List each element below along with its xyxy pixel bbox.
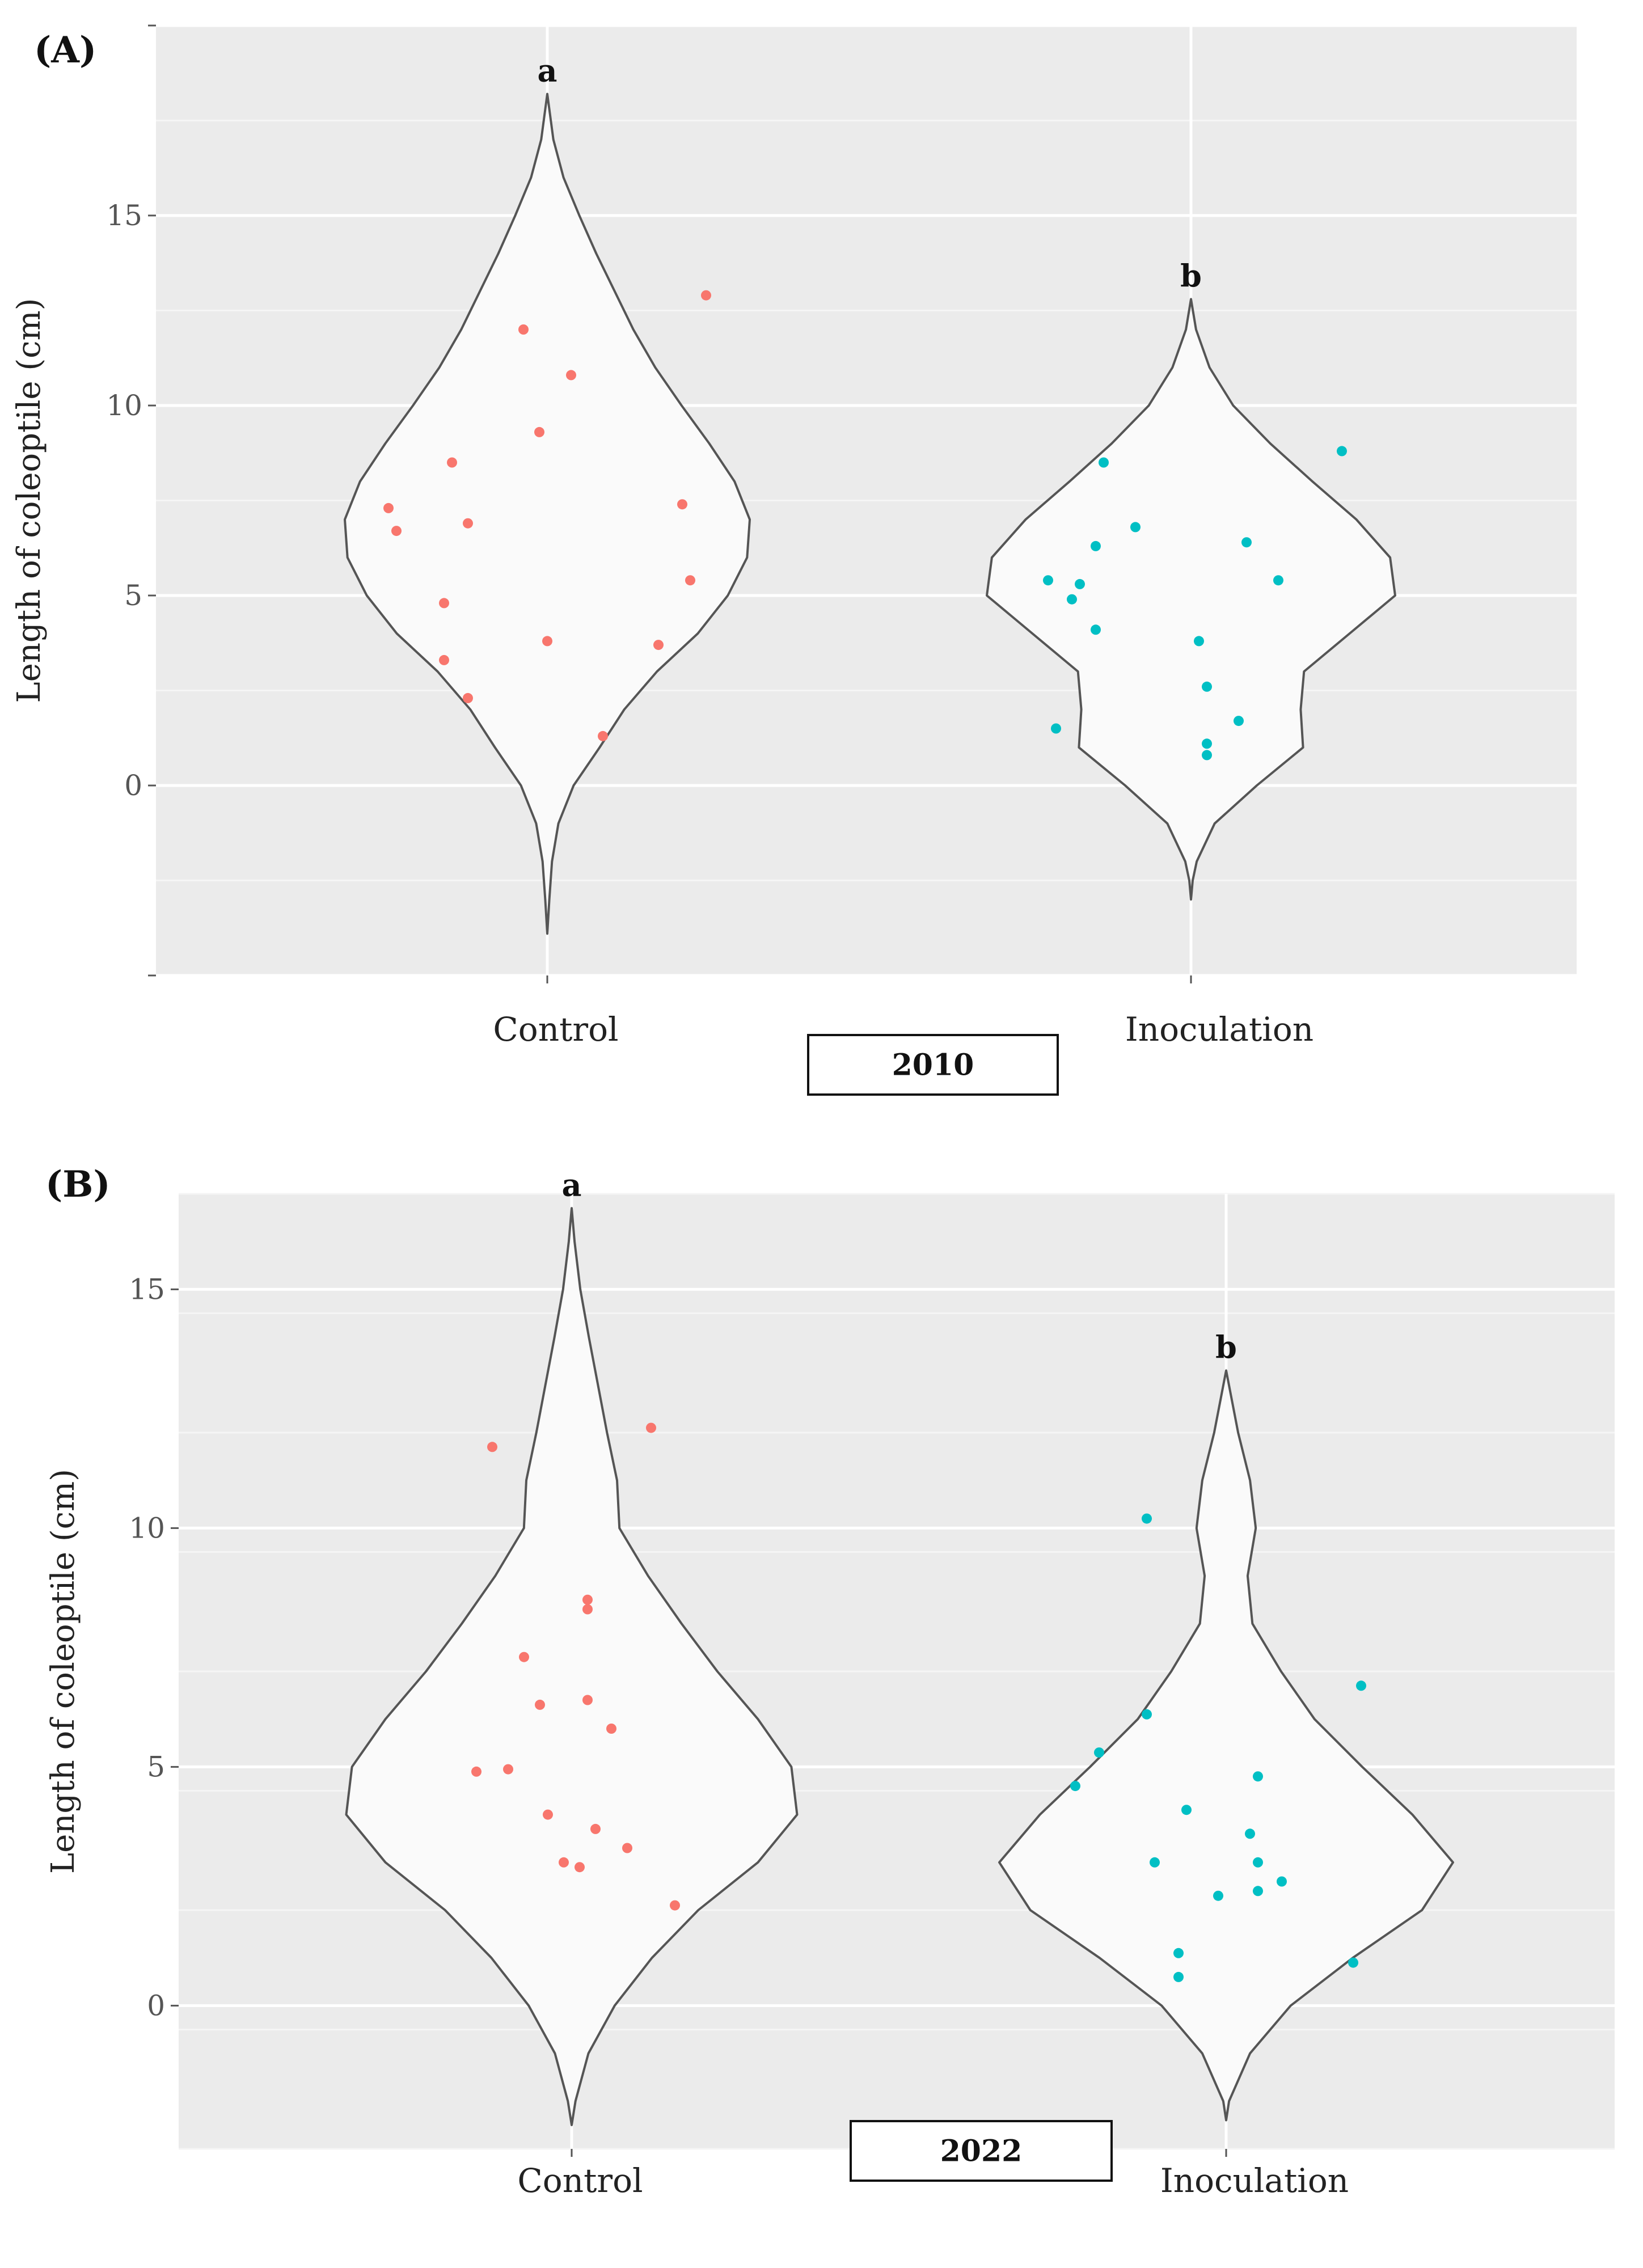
data-point-control: [559, 1857, 569, 1868]
data-point-inoculation: [1241, 537, 1252, 548]
data-point-control: [566, 370, 576, 381]
data-point-control: [542, 636, 552, 647]
panel-a: 0 5 10 15 Length of coleoptile (cm) a Control b…: [11, 24, 1577, 1096]
data-point-inoculation: [1091, 624, 1101, 635]
data-point-inoculation: [1051, 723, 1061, 734]
data-point-inoculation: [1356, 1680, 1366, 1691]
year-box-border: [850, 2120, 1113, 2182]
y-tick-label: 15: [129, 1273, 165, 1306]
data-point-control: [534, 426, 544, 437]
data-point-control: [447, 457, 457, 468]
y-tick-label: 5: [124, 579, 142, 612]
data-point-control: [701, 290, 711, 301]
data-point-inoculation: [1173, 1971, 1184, 1982]
data-point-inoculation: [1277, 1876, 1287, 1887]
data-point-control: [622, 1843, 632, 1853]
data-point-control: [646, 1422, 656, 1433]
x-tick-label: Control: [517, 2161, 643, 2200]
data-point-inoculation: [1142, 1709, 1152, 1720]
y-tick-label: 0: [124, 769, 142, 802]
data-point-inoculation: [1234, 716, 1244, 727]
y-axis-label: Length of coleoptile (cm): [11, 298, 48, 703]
x-tick-label: Control: [493, 1010, 618, 1049]
data-point-inoculation: [1253, 1771, 1263, 1782]
data-point-control: [519, 1652, 529, 1662]
data-point-control: [575, 1862, 585, 1873]
data-point-inoculation: [1070, 1781, 1080, 1792]
data-point-inoculation: [1094, 1747, 1104, 1758]
y-tick-label: 10: [129, 1511, 165, 1544]
data-point-control: [518, 324, 529, 335]
data-point-inoculation: [1253, 1886, 1263, 1897]
data-point-inoculation: [1099, 457, 1109, 468]
year-box: 2022: [850, 2120, 1113, 2182]
significance-letter: b: [1215, 1329, 1237, 1366]
data-point-control: [471, 1766, 482, 1777]
data-point-control: [503, 1764, 513, 1775]
significance-letter: a: [562, 1167, 582, 1203]
y-tick-label: 5: [147, 1750, 165, 1783]
data-point-inoculation: [1091, 540, 1101, 551]
y-tick-label: 15: [106, 199, 142, 232]
x-tick-label: Inoculation: [1125, 1010, 1313, 1049]
data-point-inoculation: [1194, 636, 1204, 647]
violin-control: [344, 92, 751, 935]
data-point-control: [535, 1699, 545, 1710]
violin-control: [345, 1207, 799, 2126]
data-point-inoculation: [1337, 446, 1347, 457]
data-point-inoculation: [1150, 1857, 1160, 1868]
data-point-inoculation: [1348, 1957, 1358, 1968]
data-point-control: [487, 1442, 497, 1452]
data-point-control: [606, 1724, 616, 1734]
data-point-control: [463, 692, 473, 703]
violin-inoculation: [986, 298, 1396, 901]
year-box: 2010: [807, 1034, 1059, 1096]
significance-letter: b: [1180, 257, 1202, 294]
data-point-control: [439, 598, 449, 609]
violin-inoculation: [998, 1369, 1454, 2122]
data-point-control: [582, 1594, 593, 1605]
data-point-inoculation: [1173, 1948, 1184, 1958]
data-point-inoculation: [1130, 522, 1141, 533]
significance-letter: a: [538, 53, 557, 89]
data-point-control: [677, 499, 687, 510]
data-point-inoculation: [1075, 578, 1085, 589]
year-box-border: [807, 1034, 1059, 1096]
data-point-inoculation: [1253, 1857, 1263, 1868]
y-axis-label: Length of coleoptile (cm): [45, 1469, 82, 1874]
x-tick-label: Inoculation: [1160, 2161, 1349, 2200]
year-label: 2022: [940, 2134, 1023, 2169]
data-point-control: [543, 1809, 553, 1820]
data-point-inoculation: [1213, 1890, 1223, 1901]
y-tick-label: 0: [147, 1989, 165, 2022]
panel-b: 0 5 10 15 Length of coleoptile (cm) a Control b…: [45, 1163, 1615, 2200]
data-point-inoculation: [1202, 750, 1212, 761]
data-point-control: [463, 518, 473, 529]
data-point-inoculation: [1142, 1513, 1152, 1524]
panel-label: (A): [34, 29, 96, 71]
year-label: 2010: [892, 1048, 974, 1083]
data-point-control: [582, 1695, 593, 1705]
data-point-control: [439, 654, 449, 665]
data-point-inoculation: [1202, 738, 1212, 749]
y-tick-label: 10: [106, 389, 142, 422]
data-point-inoculation: [1043, 575, 1053, 586]
data-point-inoculation: [1181, 1805, 1192, 1815]
data-point-control: [383, 502, 394, 513]
panel-label: (B): [45, 1163, 111, 1206]
data-point-inoculation: [1067, 594, 1077, 605]
data-point-control: [670, 1900, 680, 1911]
data-point-control: [391, 526, 402, 537]
data-point-inoculation: [1245, 1828, 1255, 1839]
data-point-control: [653, 640, 664, 651]
data-point-control: [582, 1604, 593, 1615]
data-point-control: [590, 1823, 601, 1834]
data-point-control: [598, 730, 608, 741]
data-point-control: [685, 575, 695, 586]
data-point-inoculation: [1273, 575, 1283, 586]
data-point-inoculation: [1202, 681, 1212, 692]
